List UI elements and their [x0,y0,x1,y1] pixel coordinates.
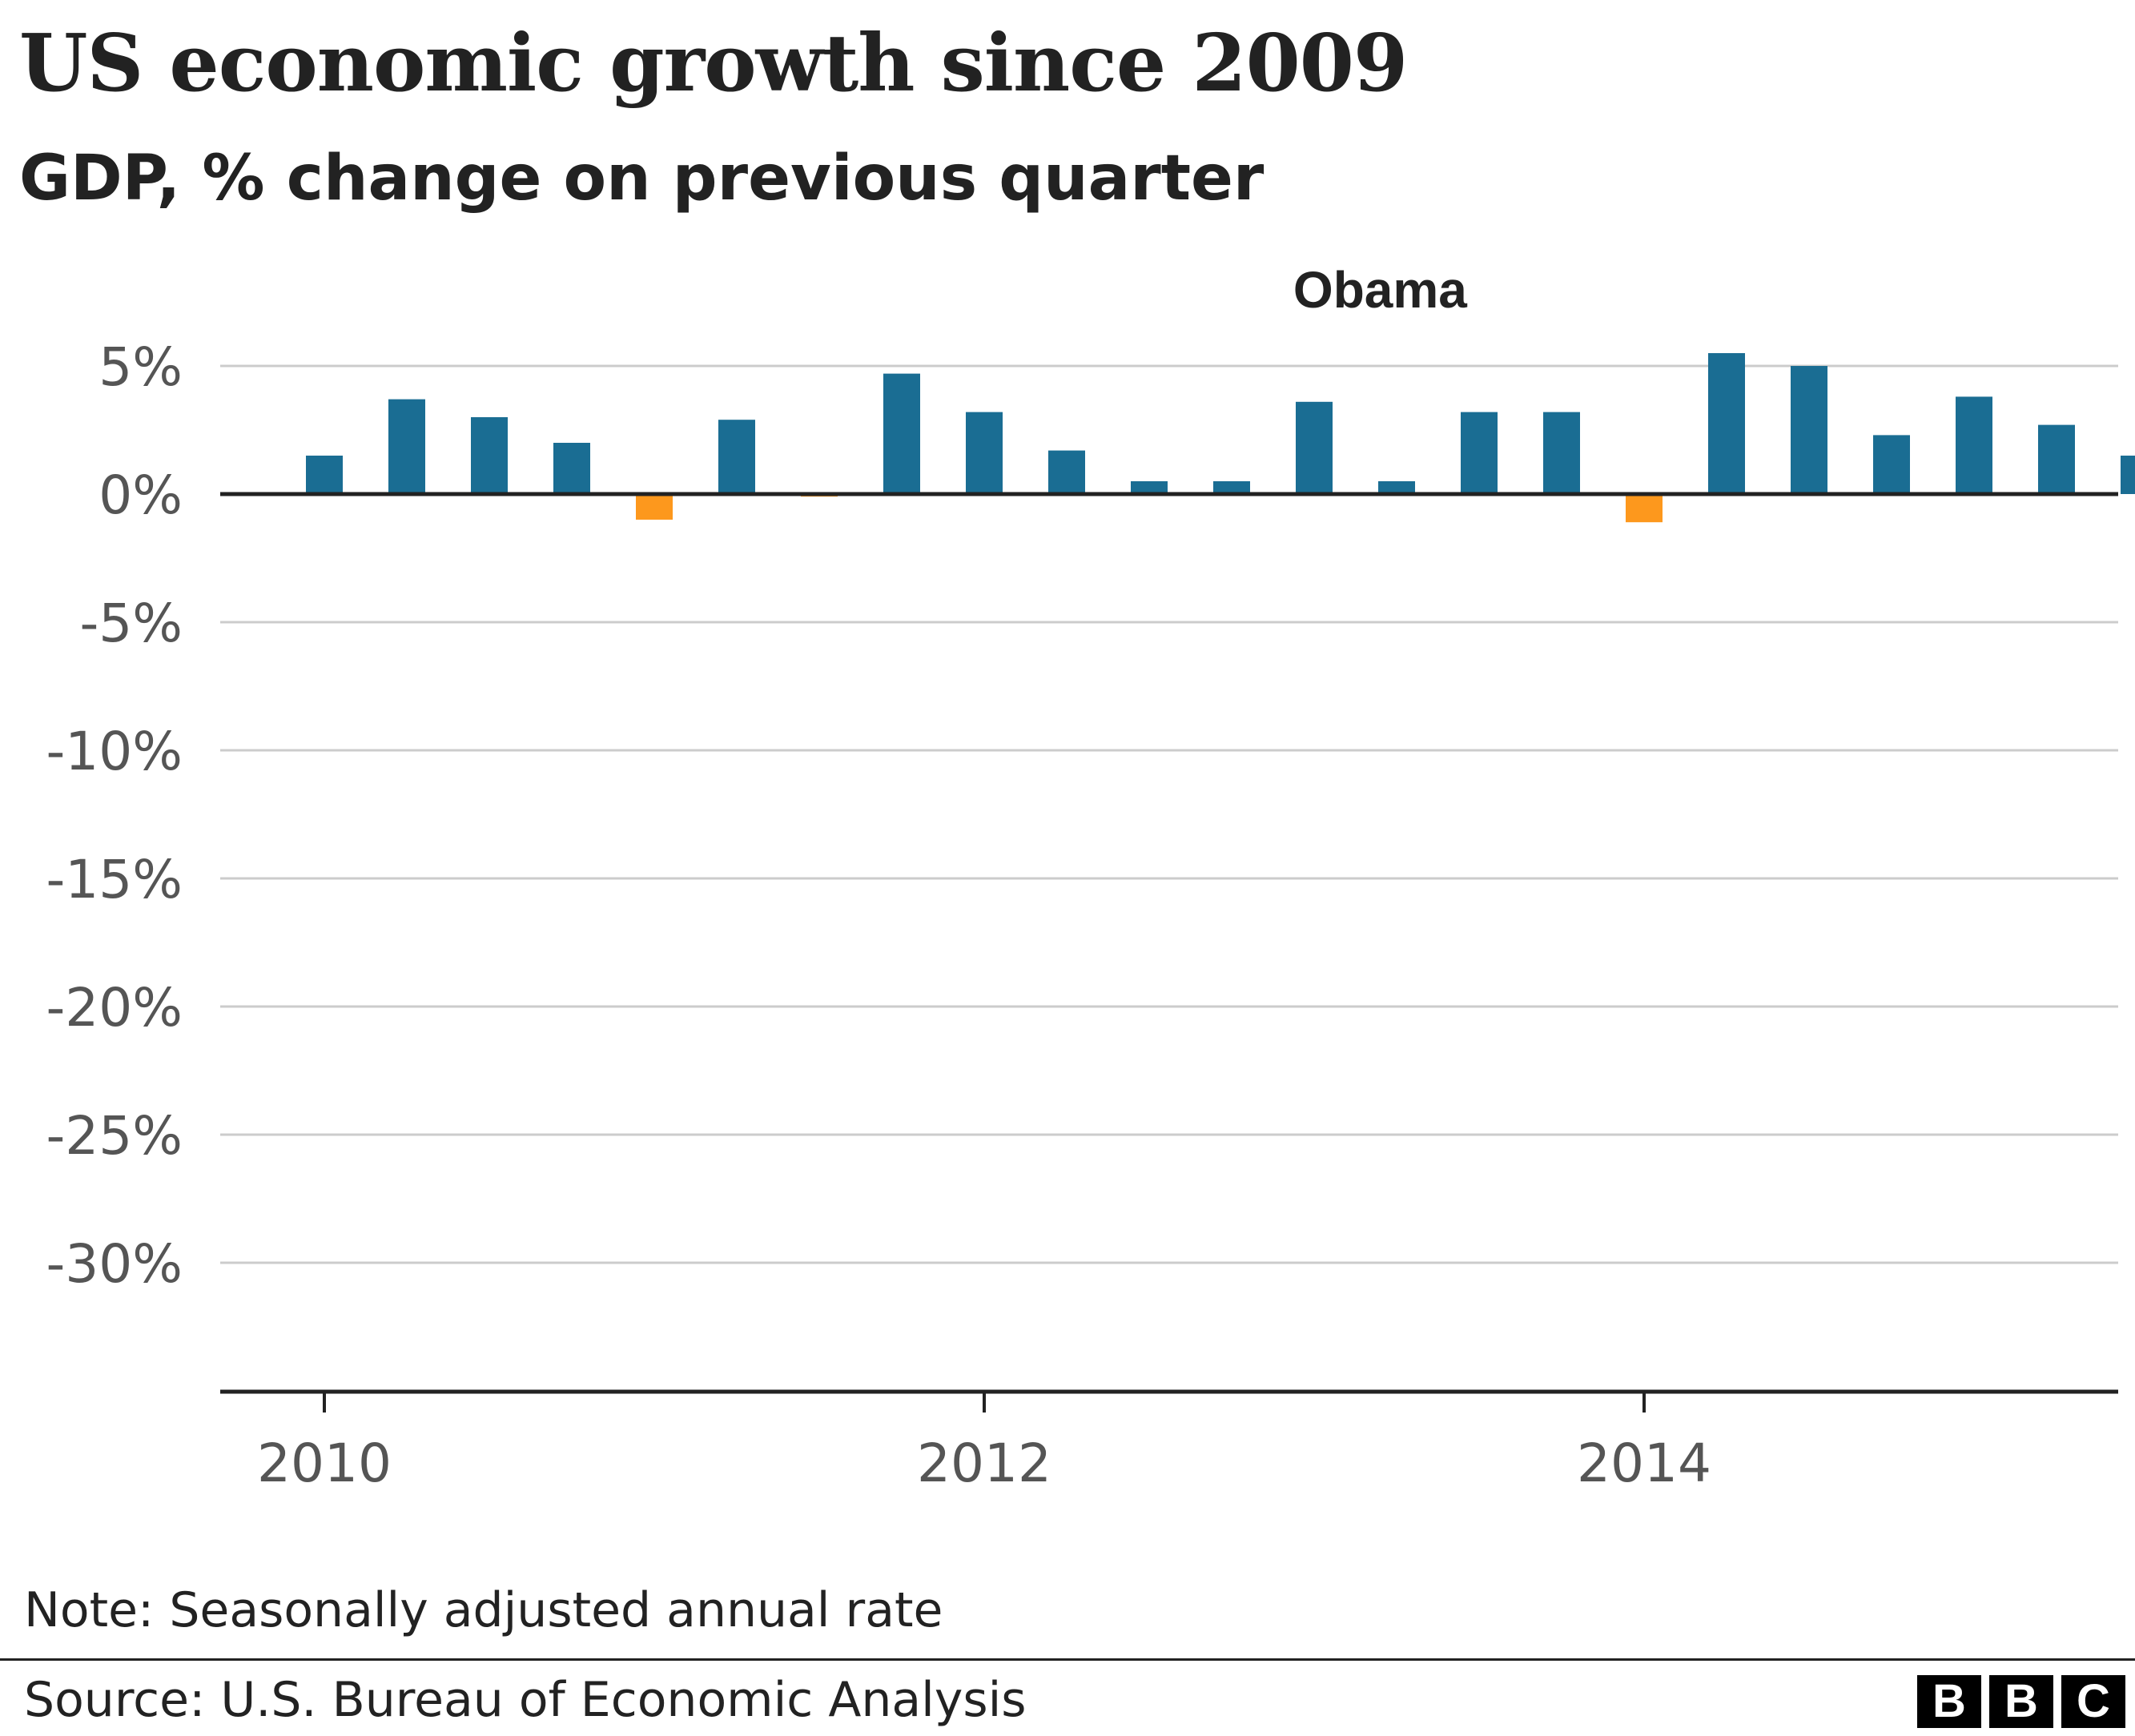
bar [471,417,508,494]
bar [1873,435,1910,494]
chart-note: Note: Seasonally adjusted annual rate [24,1582,943,1638]
bar [306,456,343,494]
bar [966,412,1003,494]
bar [1048,450,1085,494]
bar [1543,412,1580,494]
x-axis: 201020122014201620182020 [220,1389,2118,1494]
chart-subtitle: GDP, % change on previous quarter [19,143,1265,215]
x-tick-label: 2012 [917,1433,1051,1494]
bar [1791,366,1827,494]
x-tick-label: 2010 [257,1433,392,1494]
y-tick-label: -25% [46,1105,183,1167]
bar [1131,481,1168,494]
bar [1461,412,1498,494]
bbc-logo-letter-3: C [2061,1675,2125,1728]
bar [636,494,673,520]
y-tick-label: -20% [46,977,183,1039]
footer-divider [0,1658,2135,1661]
y-tick-label: 5% [99,336,183,398]
bbc-logo: B B C [1917,1675,2127,1728]
annotations: ObamaTrump [1293,261,1467,319]
y-axis-ticks: 5% 0% -5% -10% -15% -20% -25% -30% [46,336,183,1295]
bar [388,399,425,494]
y-tick-label: -30% [46,1233,183,1295]
bbc-logo-letter-2: B [1989,1675,2053,1728]
bar [2121,456,2135,494]
bar [1626,494,1663,523]
chart-source: Source: U.S. Bureau of Economic Analysis [24,1672,1027,1728]
bar [1378,481,1415,494]
bar [1708,353,1745,494]
annotation-obama: Obama [1293,261,1467,319]
y-tick-label: -15% [46,849,183,910]
gridlines [220,364,2118,1264]
gdp-bar-chart: 5% 0% -5% -10% -15% -20% -25% -30% ObamaTrump 2… [46,261,2135,1494]
bbc-logo-letter-1: B [1917,1675,1981,1728]
y-tick-label: -5% [79,593,183,654]
chart-title: US economic growth since 2009 [19,18,1408,110]
bar [883,373,920,494]
bar [718,420,755,494]
y-tick-label: -10% [46,721,183,782]
x-tick-label: 2014 [1577,1433,1711,1494]
bars [220,353,2135,523]
bar [553,443,590,494]
bar [1213,481,1250,494]
y-tick-label: 0% [99,464,183,526]
bar [1296,401,1333,494]
bar [1956,396,1992,494]
bar [2038,424,2075,494]
